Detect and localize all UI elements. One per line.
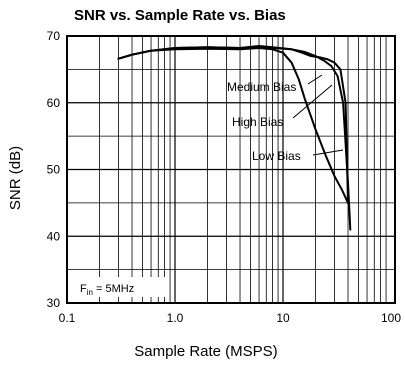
series-label-leaders [292,74,344,156]
annotation-sub: in [87,288,93,297]
series-label-1: Medium Bias [227,80,296,94]
y-tick-label: 60 [47,96,61,110]
x-tick-label: 1.0 [167,311,184,325]
x-tick-label: 0.1 [59,311,76,325]
series-label-leader [292,84,333,119]
plot-frame [66,35,396,304]
x-tick-label: 100 [381,311,401,325]
series-label-2: High Bias [232,115,283,129]
chart-series [117,45,352,231]
series-label-leader [307,74,323,85]
series-line-3 [117,47,349,204]
x-tick-label: 10 [276,311,290,325]
series-labels: Medium Bias High Bias Low Bias [227,80,301,163]
y-tick-label: 50 [47,163,61,177]
y-axis-label: SNR (dB) [7,146,24,210]
annotation-rest: = 5MHz [93,283,134,295]
x-axis-label: Sample Rate (MSPS) [134,343,277,360]
chart-title: SNR vs. Sample Rate vs. Bias [74,7,286,24]
y-tick-labels: 30 40 50 60 70 [47,29,61,310]
y-tick-label: 70 [47,29,61,43]
annotation-box [76,277,167,297]
x-tick-labels: 0.1 1.0 10 100 [59,311,402,325]
y-tick-label: 30 [47,296,61,310]
y-tick-label: 40 [47,229,61,243]
chart-grid [66,35,395,304]
series-label-leader [312,149,344,156]
annotation-main: F [80,283,87,295]
series-label-3: Low Bias [252,149,301,163]
input-frequency-annotation: Fin = 5MHz [80,283,134,297]
